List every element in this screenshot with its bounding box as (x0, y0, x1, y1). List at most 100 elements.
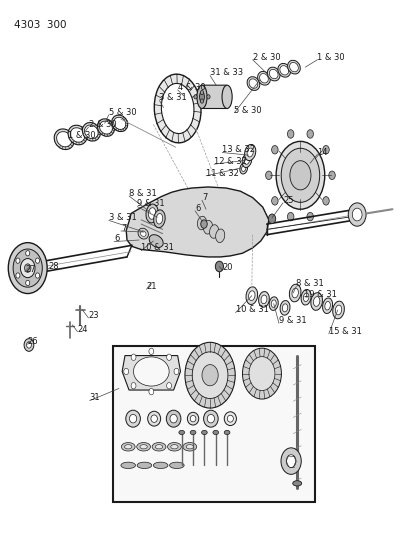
Ellipse shape (170, 462, 184, 469)
Text: 4 & 30: 4 & 30 (177, 83, 205, 92)
Text: 26: 26 (28, 337, 38, 346)
Ellipse shape (242, 165, 246, 172)
Polygon shape (202, 85, 228, 109)
Circle shape (149, 348, 154, 354)
Ellipse shape (204, 410, 218, 427)
Text: 11 & 32: 11 & 32 (206, 168, 239, 177)
Ellipse shape (149, 208, 156, 219)
Ellipse shape (248, 291, 255, 301)
Ellipse shape (100, 121, 112, 134)
Text: 15 & 31: 15 & 31 (329, 327, 361, 336)
Ellipse shape (323, 298, 333, 313)
Ellipse shape (290, 161, 311, 190)
Ellipse shape (304, 293, 309, 302)
Text: 23: 23 (89, 311, 99, 320)
Ellipse shape (257, 71, 271, 85)
Circle shape (27, 342, 31, 348)
Ellipse shape (151, 415, 157, 422)
Circle shape (149, 389, 154, 395)
Circle shape (200, 99, 204, 103)
Ellipse shape (114, 117, 126, 130)
Ellipse shape (276, 141, 325, 209)
Ellipse shape (242, 154, 252, 167)
Circle shape (215, 261, 224, 272)
Ellipse shape (271, 300, 276, 308)
Text: 2 & 30: 2 & 30 (253, 53, 280, 62)
Ellipse shape (137, 442, 151, 451)
Ellipse shape (227, 415, 233, 422)
Text: 2 & 30: 2 & 30 (89, 120, 116, 129)
Text: 7: 7 (121, 224, 126, 233)
Ellipse shape (311, 293, 322, 310)
Circle shape (8, 243, 47, 294)
Text: 20: 20 (222, 263, 233, 272)
Ellipse shape (213, 430, 219, 434)
Ellipse shape (210, 225, 219, 238)
Circle shape (200, 91, 204, 95)
Ellipse shape (246, 287, 257, 304)
Text: 8 & 31: 8 & 31 (296, 279, 324, 288)
Text: 10 & 31: 10 & 31 (141, 244, 174, 253)
Circle shape (287, 130, 294, 138)
Polygon shape (113, 346, 315, 503)
Ellipse shape (121, 442, 135, 451)
Circle shape (323, 197, 329, 205)
Text: 27: 27 (25, 265, 35, 273)
Circle shape (348, 203, 366, 226)
Text: 5 & 30: 5 & 30 (109, 108, 136, 117)
Ellipse shape (129, 415, 137, 423)
Circle shape (287, 213, 294, 221)
Ellipse shape (82, 123, 100, 141)
Ellipse shape (148, 411, 161, 426)
Ellipse shape (197, 85, 207, 109)
Text: 6: 6 (195, 204, 200, 213)
Ellipse shape (224, 430, 230, 434)
Ellipse shape (124, 445, 132, 449)
Ellipse shape (325, 302, 330, 310)
Ellipse shape (261, 295, 267, 304)
Ellipse shape (186, 445, 193, 449)
Ellipse shape (140, 231, 146, 236)
Ellipse shape (269, 297, 278, 310)
Ellipse shape (70, 128, 85, 142)
Text: 1 & 30: 1 & 30 (317, 53, 345, 62)
Circle shape (249, 357, 275, 391)
Circle shape (24, 264, 31, 272)
Ellipse shape (244, 157, 250, 164)
Ellipse shape (171, 445, 178, 449)
Ellipse shape (98, 119, 114, 136)
Circle shape (13, 249, 42, 287)
Circle shape (20, 259, 35, 278)
Ellipse shape (156, 214, 163, 224)
Circle shape (131, 383, 136, 389)
Text: 31: 31 (90, 393, 100, 402)
Circle shape (268, 214, 276, 223)
Ellipse shape (259, 292, 269, 307)
Ellipse shape (179, 430, 184, 434)
Circle shape (35, 273, 40, 278)
Circle shape (16, 258, 20, 263)
Ellipse shape (149, 235, 163, 247)
Ellipse shape (204, 221, 213, 234)
Text: 24: 24 (78, 325, 88, 334)
Ellipse shape (170, 415, 177, 423)
Circle shape (194, 95, 197, 99)
Circle shape (323, 146, 329, 154)
Ellipse shape (68, 125, 87, 145)
Text: 1 & 30: 1 & 30 (68, 131, 96, 140)
Text: 8 & 31: 8 & 31 (129, 189, 157, 198)
Circle shape (242, 348, 282, 399)
Ellipse shape (140, 445, 147, 449)
Text: 31 & 33: 31 & 33 (210, 68, 243, 77)
Ellipse shape (333, 301, 344, 319)
Circle shape (329, 171, 335, 180)
Ellipse shape (190, 430, 196, 434)
Ellipse shape (240, 163, 248, 174)
Ellipse shape (187, 413, 199, 425)
Ellipse shape (166, 410, 181, 427)
Text: 3 & 31: 3 & 31 (160, 93, 187, 102)
Ellipse shape (197, 216, 206, 230)
Ellipse shape (259, 74, 268, 83)
Ellipse shape (269, 69, 278, 79)
Ellipse shape (183, 442, 197, 451)
